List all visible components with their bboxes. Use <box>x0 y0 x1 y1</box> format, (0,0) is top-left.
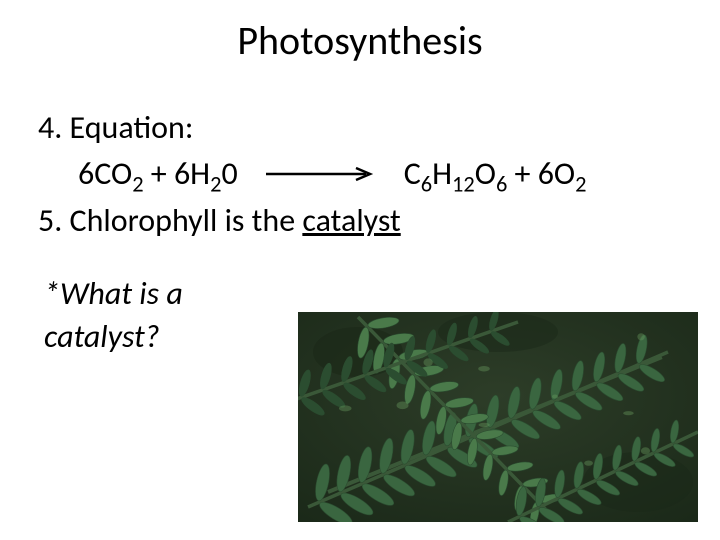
equation-line: 6CO2 + 6H20 C6H12O6 + 6O2 <box>38 151 690 197</box>
point-5: 5. Chlorophyll is the catalyst <box>38 198 690 244</box>
equation-products: C6H12O6 + 6O2 <box>404 151 587 197</box>
slide-title: Photosynthesis <box>30 16 690 65</box>
catalyst-word: catalyst <box>302 201 400 240</box>
equation-reactants: 6CO2 + 6H20 <box>78 151 238 197</box>
point-4-label: 4. Equation: <box>38 105 690 151</box>
fern-svg <box>298 312 698 522</box>
question-text: *What is a catalyst? <box>38 272 298 358</box>
arrow-svg <box>266 164 376 184</box>
fern-image <box>298 312 698 522</box>
slide-container: Photosynthesis 4. Equation: 6CO2 + 6H20 … <box>0 0 720 540</box>
reaction-arrow-icon <box>266 151 376 197</box>
